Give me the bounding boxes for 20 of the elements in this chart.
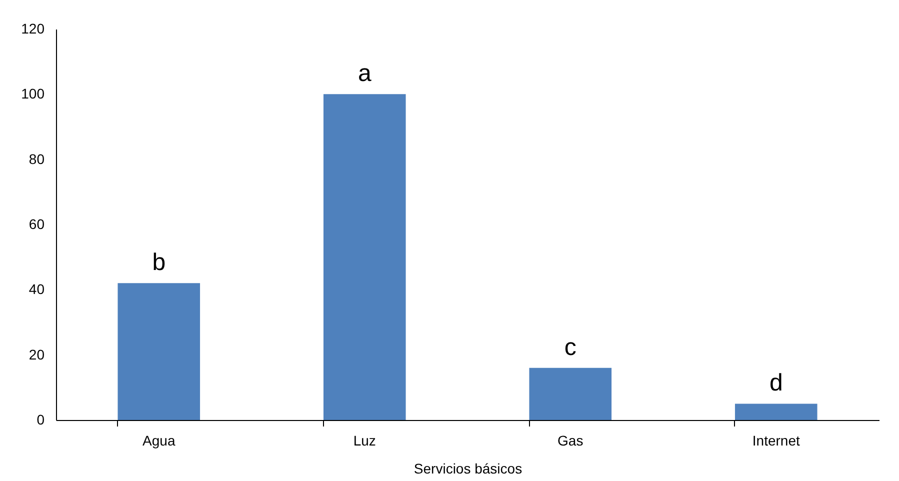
bar xyxy=(118,283,200,420)
y-tick-label: 60 xyxy=(28,216,45,232)
x-tick-label: Gas xyxy=(558,432,584,448)
y-tick-label: 40 xyxy=(28,281,45,298)
x-tick-label: Agua xyxy=(142,432,176,448)
annotation: a xyxy=(358,60,372,88)
x-axis-title: Servicios básicos xyxy=(414,460,522,476)
x-tick-label: Luz xyxy=(353,432,376,448)
bar xyxy=(734,404,818,420)
x-tick-label: Internet xyxy=(752,432,800,448)
y-tick-label: 0 xyxy=(36,412,45,428)
y-tick-label: 20 xyxy=(28,346,45,362)
annotation: c xyxy=(564,334,576,361)
y-tick-label: 80 xyxy=(28,150,45,167)
annotation: b xyxy=(152,249,166,276)
y-tick-label: 120 xyxy=(21,20,45,36)
y-tick-label: 100 xyxy=(21,86,45,102)
bar xyxy=(323,94,406,420)
bar xyxy=(529,368,612,420)
annotation: d xyxy=(769,370,783,397)
